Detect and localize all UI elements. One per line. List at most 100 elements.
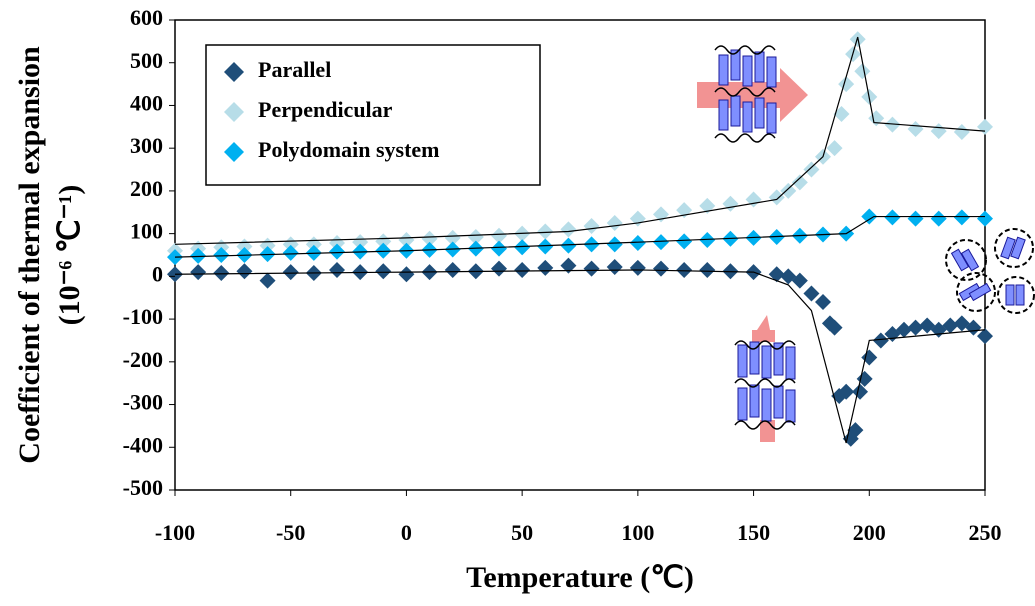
point <box>537 259 554 276</box>
point <box>444 229 461 246</box>
y-tick-label: -400 <box>123 432 163 457</box>
point <box>444 261 461 278</box>
point <box>699 197 716 214</box>
point <box>514 239 531 256</box>
y-axis-title: (10⁻⁶ ℃⁻¹) <box>53 185 86 326</box>
legend-label: Parallel <box>258 57 331 82</box>
fit-lines <box>174 36 986 444</box>
point <box>375 242 392 259</box>
point <box>282 264 299 281</box>
point <box>676 261 693 278</box>
point <box>847 422 864 439</box>
point <box>329 261 345 278</box>
point <box>815 294 831 310</box>
point <box>375 233 392 250</box>
point <box>560 237 577 254</box>
point <box>491 260 507 277</box>
point <box>930 123 947 140</box>
point <box>467 229 484 246</box>
point <box>491 240 507 257</box>
point <box>826 319 843 336</box>
legend-box <box>205 44 541 186</box>
x-tick-label: 100 <box>621 520 654 545</box>
point <box>421 230 438 247</box>
point <box>791 174 808 191</box>
point <box>826 140 843 157</box>
point <box>606 236 623 253</box>
point <box>537 238 554 255</box>
point <box>833 106 850 122</box>
point <box>375 263 392 280</box>
point <box>856 370 873 387</box>
point <box>329 243 345 260</box>
point <box>884 209 901 226</box>
illustration-polydomain <box>945 228 1035 314</box>
point <box>838 383 855 400</box>
point <box>907 319 924 336</box>
y-tick-label: 100 <box>130 219 163 244</box>
point <box>398 232 415 249</box>
point <box>872 332 889 349</box>
point <box>606 214 623 231</box>
fit-line <box>174 36 986 245</box>
point <box>537 223 554 240</box>
y-tick-label: -500 <box>123 475 163 500</box>
point <box>259 272 276 289</box>
point <box>583 260 600 277</box>
x-tick-label: 200 <box>853 520 886 545</box>
illustration-perpendicular <box>697 45 808 143</box>
y-tick-label: 300 <box>130 133 163 158</box>
point <box>803 285 820 302</box>
point <box>791 272 808 289</box>
point <box>768 189 785 206</box>
x-tick-label: -100 <box>155 520 195 545</box>
y-axis-title: Coefficient of thermal expansion <box>13 46 46 464</box>
x-axis-title: Temperature (℃) <box>466 561 694 594</box>
point <box>560 221 577 238</box>
point <box>676 233 693 250</box>
x-tick-label: 150 <box>737 520 770 545</box>
y-tick-label: 400 <box>130 91 163 116</box>
legend-label: Perpendicular <box>258 97 393 122</box>
y-tick-label: 600 <box>130 5 163 30</box>
x-tick-label: 50 <box>511 520 533 545</box>
point <box>699 261 716 278</box>
point <box>942 317 959 334</box>
point <box>907 210 924 227</box>
y-tick-label: 0 <box>152 261 163 286</box>
point <box>629 210 646 227</box>
y-tick-label: -300 <box>123 390 163 415</box>
legend-marker <box>224 62 244 82</box>
point <box>514 261 531 278</box>
y-tick-label: 200 <box>130 176 163 201</box>
point <box>560 257 577 274</box>
point <box>852 383 869 400</box>
point <box>722 195 739 212</box>
point <box>861 208 878 225</box>
point <box>190 247 207 264</box>
point <box>398 266 415 283</box>
point <box>745 191 762 208</box>
point <box>896 321 912 338</box>
fit-line <box>174 215 985 258</box>
point <box>329 235 345 252</box>
point <box>977 328 993 345</box>
point <box>491 227 507 244</box>
point <box>868 110 885 127</box>
point <box>629 235 646 252</box>
point <box>699 232 716 249</box>
point <box>768 266 785 283</box>
point <box>907 120 924 137</box>
y-tick-label: 500 <box>130 48 163 73</box>
point <box>953 123 970 140</box>
x-tick-label: 250 <box>969 520 1002 545</box>
point <box>190 264 207 281</box>
fit-line <box>174 269 986 444</box>
point <box>282 244 299 261</box>
point <box>977 210 993 227</box>
point <box>780 182 797 199</box>
point <box>606 258 623 275</box>
point <box>861 349 878 366</box>
legend-marker <box>224 102 244 122</box>
